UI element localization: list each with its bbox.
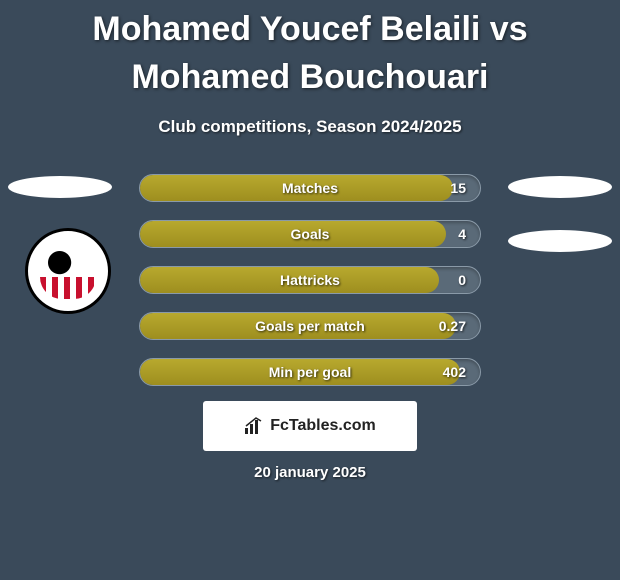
subtitle: Club competitions, Season 2024/2025 [0, 117, 620, 137]
stat-bar-label: Hattricks [140, 267, 480, 293]
page-title: Mohamed Youcef Belaili vs Mohamed Boucho… [0, 0, 620, 101]
stat-bar-label: Goals [140, 221, 480, 247]
stat-bar-hattricks: Hattricks 0 [139, 266, 481, 294]
stat-bar-label: Goals per match [140, 313, 480, 339]
stat-bar-goals: Goals 4 [139, 220, 481, 248]
stat-bar-value: 0 [458, 267, 466, 293]
date-text: 20 january 2025 [0, 464, 620, 481]
brand-badge: FcTables.com [203, 401, 417, 451]
brand-text: FcTables.com [270, 417, 376, 435]
stat-bar-value: 4 [458, 221, 466, 247]
chart-icon [244, 416, 264, 436]
stat-bar-value: 15 [450, 175, 466, 201]
stat-bars: Matches 15 Goals 4 Hattricks 0 Goals per… [139, 174, 481, 404]
stat-bar-value: 0.27 [439, 313, 466, 339]
player-right-placeholder-1 [508, 176, 612, 198]
player-left-placeholder [8, 176, 112, 198]
stat-bar-goals-per-match: Goals per match 0.27 [139, 312, 481, 340]
stat-bar-matches: Matches 15 [139, 174, 481, 202]
player-right-placeholder-2 [508, 230, 612, 252]
stat-bar-min-per-goal: Min per goal 402 [139, 358, 481, 386]
stat-bar-label: Min per goal [140, 359, 480, 385]
stat-bar-label: Matches [140, 175, 480, 201]
club-badge-graphic [40, 243, 96, 299]
club-badge [25, 228, 111, 314]
club-badge-stripes [40, 277, 96, 299]
stat-bar-value: 402 [443, 359, 466, 385]
